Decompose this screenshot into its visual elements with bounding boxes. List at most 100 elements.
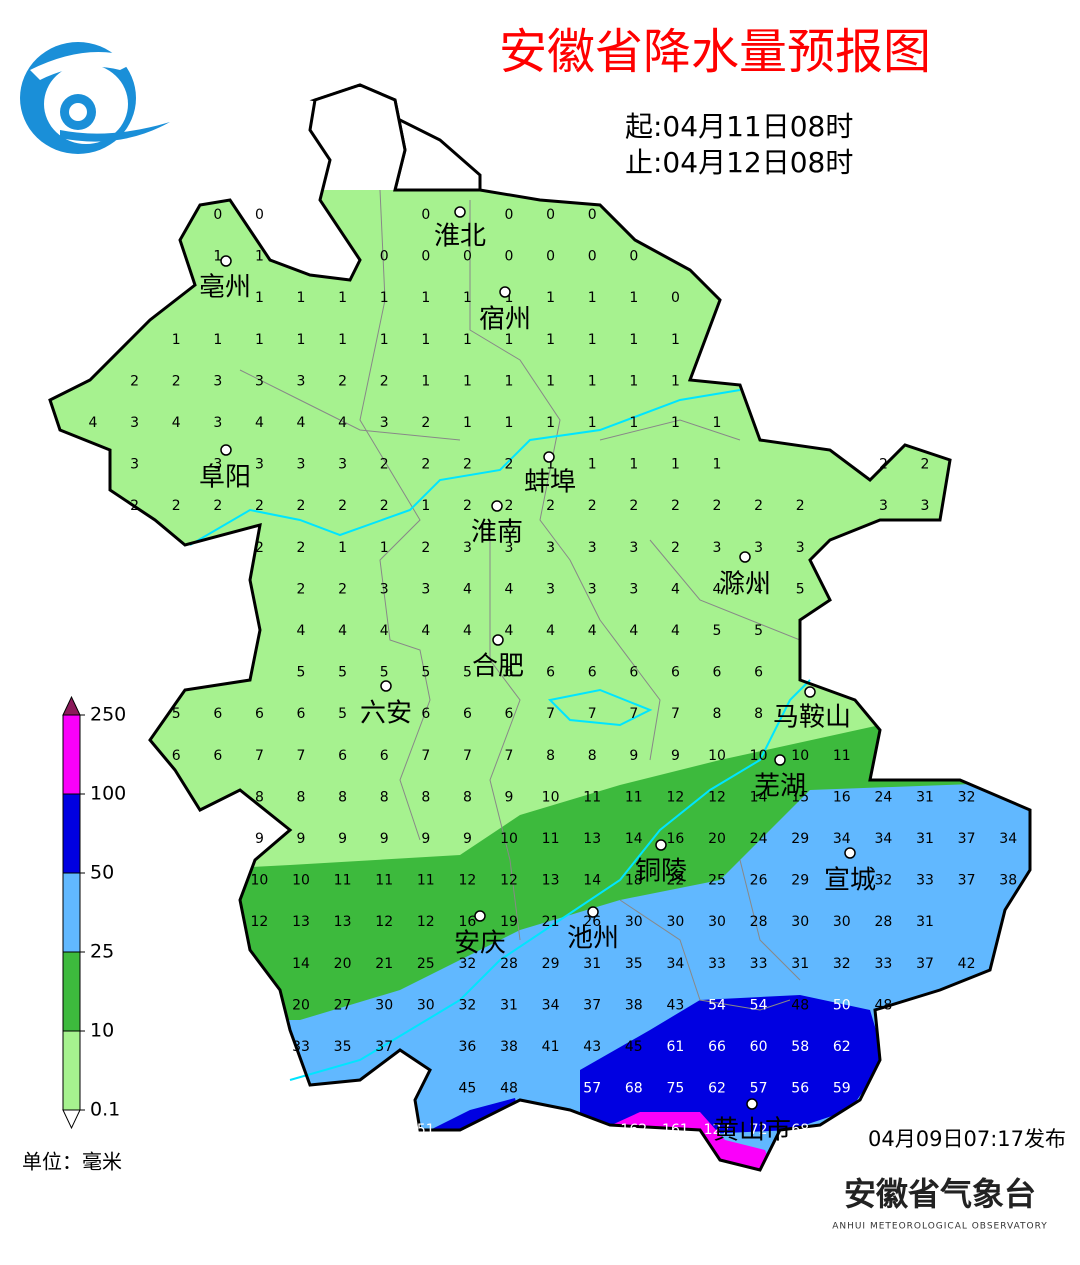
- grid-value: 3: [629, 581, 638, 597]
- grid-value: 2: [130, 498, 139, 514]
- grid-value: 3: [713, 540, 722, 556]
- grid-value: 19: [500, 914, 518, 930]
- grid-value: 0: [421, 249, 430, 265]
- grid-value: 2: [213, 498, 222, 514]
- grid-value: 3: [380, 415, 389, 431]
- legend-label: 100: [90, 783, 126, 805]
- grid-value: 1: [172, 332, 181, 348]
- grid-value: 43: [666, 997, 684, 1013]
- grid-value: 2: [255, 498, 264, 514]
- city-label: 滁州: [719, 570, 771, 600]
- grid-value: 45: [625, 1039, 643, 1055]
- grid-value: 37: [375, 1039, 393, 1055]
- grid-value: 30: [666, 914, 684, 930]
- grid-value: 13: [334, 914, 352, 930]
- grid-value: 22: [666, 873, 684, 889]
- grid-value: 2: [255, 540, 264, 556]
- grid-value: 4: [380, 623, 389, 639]
- grid-value: 3: [297, 373, 306, 389]
- grid-value: 3: [338, 457, 347, 473]
- grid-value: 13: [583, 831, 601, 847]
- grid-value: 33: [292, 1039, 310, 1055]
- city-dot: [492, 634, 504, 646]
- grid-value: 6: [255, 706, 264, 722]
- grid-value: 11: [542, 831, 560, 847]
- grid-value: 72: [750, 1122, 768, 1138]
- city-label: 黄山市: [713, 1116, 791, 1146]
- grid-value: 1: [671, 457, 680, 473]
- grid-value: 1: [546, 332, 555, 348]
- grid-value: 10: [791, 748, 809, 764]
- grid-value: 4: [297, 415, 306, 431]
- grid-value: 3: [130, 457, 139, 473]
- legend-band: [62, 714, 81, 795]
- grid-value: 1: [297, 290, 306, 306]
- grid-value: 38: [625, 997, 643, 1013]
- grid-value: 2: [380, 457, 389, 473]
- grid-value: 16: [458, 914, 476, 930]
- grid-value: 20: [708, 831, 726, 847]
- grid-value: 4: [671, 581, 680, 597]
- grid-value: 6: [671, 665, 680, 681]
- logo: [20, 42, 170, 154]
- grid-value: 43: [583, 1039, 601, 1055]
- grid-value: 8: [338, 789, 347, 805]
- grid-value: 2: [297, 498, 306, 514]
- grid-value: 30: [375, 997, 393, 1013]
- grid-value: 9: [671, 748, 680, 764]
- grid-value: 1: [671, 415, 680, 431]
- grid-value: 1: [421, 373, 430, 389]
- grid-value: 6: [588, 665, 597, 681]
- zone-dark-blue: [580, 995, 885, 1140]
- grid-value: 1: [546, 457, 555, 473]
- grid-value: 3: [588, 540, 597, 556]
- grid-value: 2: [421, 540, 430, 556]
- grid-value: 8: [713, 706, 722, 722]
- city-dot: [474, 910, 486, 922]
- grid-value: 32: [458, 956, 476, 972]
- grid-value: 68: [625, 1081, 643, 1097]
- grid-value: 2: [338, 581, 347, 597]
- grid-value: 32: [458, 997, 476, 1013]
- grid-value: 2: [297, 540, 306, 556]
- grid-value: 33: [708, 956, 726, 972]
- grid-value: 7: [255, 748, 264, 764]
- grid-value: 6: [172, 748, 181, 764]
- grid-value: 31: [500, 997, 518, 1013]
- grid-value: 38: [999, 873, 1017, 889]
- legend-label: 0.1: [90, 1099, 120, 1121]
- city-dot: [543, 451, 555, 463]
- province-outline: [48, 83, 1032, 1172]
- grid-value: 32: [874, 873, 892, 889]
- grid-value: 4: [89, 415, 98, 431]
- grid-value: 11: [625, 789, 643, 805]
- grid-value: 4: [338, 415, 347, 431]
- grid-value: 30: [833, 914, 851, 930]
- grid-value: 66: [708, 1039, 726, 1055]
- legend-cap: [62, 1109, 81, 1130]
- grid-value: 13: [542, 873, 560, 889]
- grid-value: 1: [421, 290, 430, 306]
- grid-value: 1: [629, 373, 638, 389]
- grid-value: 1: [505, 332, 514, 348]
- grid-value: 1: [463, 415, 472, 431]
- grid-value: 45: [458, 1081, 476, 1097]
- grid-value: 3: [463, 540, 472, 556]
- grid-value: 37: [583, 997, 601, 1013]
- grid-value: 30: [791, 914, 809, 930]
- grid-value: 32: [833, 956, 851, 972]
- grid-value: 48: [500, 1081, 518, 1097]
- grid-value: 4: [546, 623, 555, 639]
- grid-value: 8: [754, 706, 763, 722]
- grid-value: 25: [708, 873, 726, 889]
- grid-value: 8: [546, 748, 555, 764]
- grid-value: 15: [791, 789, 809, 805]
- grid-value: 12: [666, 789, 684, 805]
- grid-value: 62: [708, 1081, 726, 1097]
- grid-value: 16: [833, 789, 851, 805]
- city-label: 池州: [567, 924, 619, 954]
- grid-value: 4: [463, 623, 472, 639]
- grid-value: 12: [375, 914, 393, 930]
- grid-value: 12: [500, 873, 518, 889]
